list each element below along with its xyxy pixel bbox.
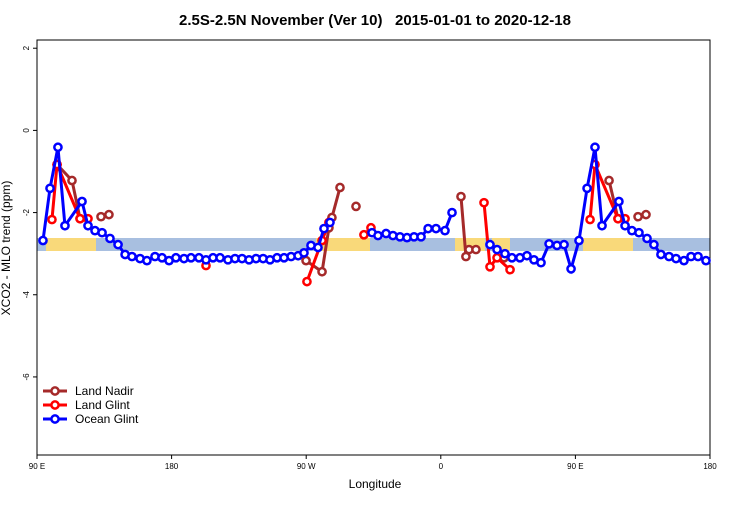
data-point — [485, 261, 495, 272]
data-point — [447, 207, 457, 218]
data-point — [671, 253, 681, 264]
ocean-strip — [37, 238, 710, 251]
x-tick-label: 90 E — [567, 462, 583, 471]
y-tick-label: -6 — [22, 373, 31, 381]
data-point — [113, 239, 123, 250]
land-strip — [316, 238, 370, 251]
x-tick-label: 0 — [439, 462, 444, 471]
data-point — [83, 220, 93, 231]
data-point — [45, 183, 55, 194]
data-point — [620, 220, 630, 231]
legend-marker — [50, 386, 60, 396]
data-point — [492, 244, 502, 255]
y-tick-label: 0 — [22, 128, 31, 133]
data-point — [566, 264, 576, 274]
legend-marker — [50, 400, 60, 410]
data-point — [38, 235, 48, 246]
data-point — [492, 252, 502, 263]
data-point — [536, 257, 546, 268]
data-point — [597, 220, 607, 231]
data-point — [325, 217, 335, 228]
legend-label: Ocean Glint — [75, 412, 139, 426]
data-point — [423, 223, 433, 234]
data-point — [431, 223, 441, 234]
data-point — [319, 223, 329, 234]
legend-label: Land Glint — [75, 398, 130, 412]
y-axis-label: XCO2 - MLO trend (ppm) — [0, 181, 13, 316]
land-ocean-strip — [37, 238, 710, 251]
data-point — [171, 252, 181, 263]
data-point — [585, 214, 595, 225]
data-point — [559, 239, 569, 250]
data-point — [47, 214, 57, 225]
legend-label: Land Nadir — [75, 384, 134, 398]
data-point — [507, 252, 517, 263]
data-point — [313, 242, 323, 253]
x-tick-label: 90 W — [297, 462, 316, 471]
data-point — [693, 251, 703, 262]
data-point — [522, 250, 532, 261]
data-point — [67, 175, 77, 186]
plot-frame — [36, 39, 711, 456]
x-tick-label: 90 E — [29, 462, 45, 471]
legend-marker — [50, 414, 60, 424]
data-point — [614, 196, 624, 207]
data-point — [582, 183, 592, 194]
land-strip — [46, 238, 96, 251]
y-tick-label: 2 — [22, 45, 31, 50]
data-point — [186, 252, 196, 263]
data-point — [701, 255, 711, 266]
data-point — [656, 249, 666, 260]
data-point — [127, 251, 137, 262]
data-point — [299, 247, 309, 258]
data-point — [590, 142, 600, 153]
y-tick-label: -4 — [22, 291, 31, 299]
x-tick-label: 180 — [165, 462, 179, 471]
data-point — [416, 231, 426, 242]
data-point — [679, 255, 689, 266]
x-tick-label: 180 — [703, 462, 717, 471]
chart-title: 2.5S-2.5N November (Ver 10) 2015-01-01 t… — [179, 12, 571, 29]
data-point — [105, 233, 115, 244]
data-point — [649, 239, 659, 250]
x-axis-label: Longitude — [349, 477, 402, 491]
data-point — [471, 244, 481, 255]
data-point — [633, 211, 643, 222]
data-point — [456, 191, 466, 202]
data-point — [77, 196, 87, 207]
data-point — [302, 276, 312, 287]
data-point — [96, 211, 106, 222]
data-point — [634, 227, 644, 238]
data-point — [351, 201, 361, 212]
data-point — [485, 239, 495, 250]
land-strip — [583, 238, 633, 251]
data-point — [359, 229, 369, 240]
data-point — [142, 255, 152, 266]
data-point — [215, 252, 225, 263]
data-point — [604, 175, 614, 186]
data-point — [500, 248, 510, 259]
data-point — [335, 182, 345, 193]
data-point — [104, 209, 114, 220]
data-point — [301, 255, 311, 266]
data-point — [642, 233, 652, 244]
data-point — [373, 230, 383, 241]
y-tick-label: -2 — [22, 208, 31, 216]
data-point — [53, 142, 63, 153]
data-point — [317, 266, 327, 277]
data-point — [505, 264, 515, 275]
data-point — [97, 227, 107, 238]
data-point — [641, 209, 651, 220]
data-point — [544, 238, 554, 249]
data-point — [574, 235, 584, 246]
data-point — [440, 225, 450, 236]
data-point — [479, 197, 489, 208]
data-point — [60, 220, 70, 231]
data-point — [75, 213, 85, 224]
